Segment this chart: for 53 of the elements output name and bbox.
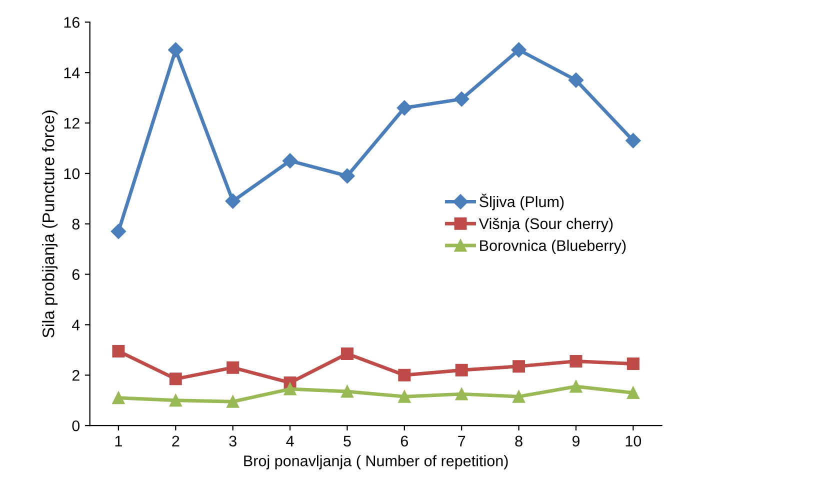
point: [340, 385, 354, 398]
x-tick-label: 4: [286, 436, 294, 446]
point: [110, 224, 126, 239]
y-tick-label: 6: [72, 269, 80, 280]
point: [626, 386, 640, 400]
y-tick-label: 0: [72, 420, 80, 432]
point: [396, 100, 412, 116]
point: [512, 390, 526, 403]
point: [340, 347, 354, 360]
x-tick-label: 6: [400, 436, 408, 447]
legend-label: Višnja (Sour cherry): [478, 218, 613, 232]
legend-label: Borovnica (Blueberry): [480, 240, 626, 254]
point: [282, 153, 298, 168]
x-axis-title: Broj ponavljanja ( Number of repetition): [244, 455, 508, 470]
y-axis-title: Sila probijanja (Puncture force): [42, 110, 58, 338]
legend-label: Šljiva (Plum): [480, 194, 564, 210]
x-tick-label: 8: [515, 436, 522, 447]
point: [340, 168, 355, 184]
x-tick-label: 9: [572, 436, 580, 447]
point: [454, 91, 470, 107]
point: [512, 360, 526, 373]
point: [112, 344, 125, 358]
y-tick-label: 8: [72, 218, 80, 230]
point: [284, 382, 296, 396]
y-tick-label: 14: [64, 68, 80, 78]
point: [455, 364, 468, 376]
x-tick-label: 2: [172, 436, 180, 446]
point: [511, 42, 526, 58]
point: [455, 388, 468, 400]
y-tick-label: 16: [64, 17, 80, 28]
x-tick-label: 3: [229, 436, 236, 447]
y-tick-label: 2: [72, 370, 80, 381]
point: [112, 392, 125, 404]
point: [398, 368, 411, 382]
point: [570, 380, 582, 393]
point: [626, 133, 641, 148]
point: [226, 395, 240, 408]
point: [398, 390, 411, 403]
point: [168, 42, 184, 58]
x-tick-label: 5: [344, 436, 351, 447]
point: [169, 394, 182, 407]
point: [570, 355, 582, 368]
y-tick-label: 12: [64, 118, 80, 129]
x-tick-label: 1: [115, 436, 122, 446]
y-tick-label: 10: [64, 168, 80, 180]
x-tick-label: 7: [458, 436, 466, 446]
point: [169, 372, 182, 386]
y-tick-label: 4: [72, 320, 80, 330]
point: [626, 358, 640, 370]
point: [225, 194, 240, 209]
point: [226, 361, 240, 374]
point: [568, 72, 584, 88]
x-tick-label: 10: [626, 436, 642, 447]
